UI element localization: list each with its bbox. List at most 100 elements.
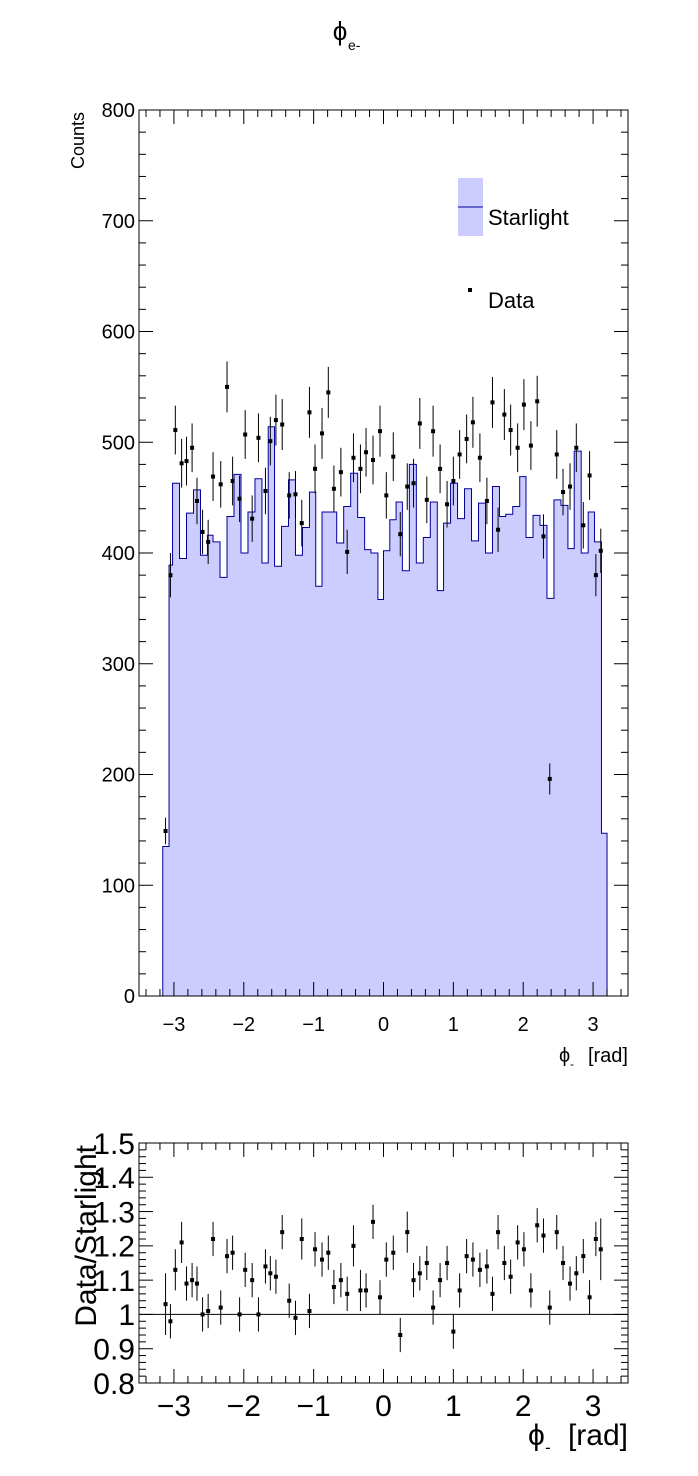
y-tick-label: 0.8 — [93, 1368, 135, 1401]
y-axis-label: Counts — [68, 112, 88, 169]
ratio-point — [598, 1247, 603, 1252]
x-tick-label: −1 — [302, 1014, 325, 1036]
data-point — [225, 384, 230, 389]
y-tick-label: 1.4 — [93, 1162, 135, 1195]
x-tick-label: −2 — [227, 1390, 261, 1423]
data-point — [243, 432, 248, 437]
ratio-point — [417, 1271, 422, 1276]
main-plot-area: −3 −2 −1 0 1 2 3 0 100 200 300 400 500 600 700 800 — [102, 100, 629, 1036]
data-point — [587, 473, 592, 478]
data-point — [263, 488, 268, 493]
y-tick-label: 700 — [102, 211, 135, 233]
ratio-point — [384, 1257, 389, 1262]
ratio-point — [508, 1274, 513, 1279]
ratio-point — [587, 1295, 592, 1300]
data-point — [168, 573, 173, 578]
data-point — [358, 466, 363, 471]
x-tick-label: −3 — [157, 1390, 191, 1423]
ratio-point — [230, 1250, 235, 1255]
ratio-point — [345, 1291, 350, 1296]
x-tick-label: 1 — [448, 1014, 459, 1036]
x-tick-label: −1 — [297, 1390, 331, 1423]
data-point — [378, 429, 383, 434]
ratio-point — [268, 1271, 273, 1276]
data-point — [417, 421, 422, 426]
data-point — [445, 502, 450, 507]
plot-frame — [138, 109, 629, 997]
y-tick-label: 1.1 — [93, 1265, 135, 1298]
ratio-point — [574, 1271, 579, 1276]
y-tick-label: 200 — [102, 765, 135, 787]
data-point — [384, 493, 389, 498]
ratio-x-axis-label-symbol: ϕ — [528, 1419, 545, 1452]
ratio-point — [484, 1264, 489, 1269]
x-axis-label-symbol: ϕ — [559, 1045, 570, 1067]
ratio-panel: −3 −2 −1 0 1 2 30.80.911.11.21.31.41.5 Data/St… — [70, 1128, 629, 1457]
ratio-point — [200, 1312, 205, 1317]
ratio-point — [424, 1261, 429, 1265]
y-tick-label: 800 — [102, 100, 135, 122]
data-point — [502, 412, 507, 417]
ratio-point — [561, 1261, 566, 1265]
main-panel: ϕ e- −3 −2 −1 0 1 2 3 0 100 200 300 400 500 600 700 800… — [68, 16, 629, 1071]
data-point — [541, 534, 546, 539]
ratio-point — [581, 1254, 586, 1259]
data-point — [307, 410, 312, 415]
data-point — [299, 521, 304, 526]
ratio-point — [256, 1312, 261, 1317]
ratio-x-axis-label-subscript: - — [545, 1438, 551, 1457]
x-tick-label: 2 — [515, 1390, 532, 1423]
ratio-point — [184, 1281, 189, 1286]
legend: Starlight Data — [458, 178, 569, 313]
data-point — [431, 429, 436, 434]
data-point — [593, 573, 598, 578]
data-point — [405, 484, 410, 489]
legend-label-data: Data — [488, 288, 535, 313]
ratio-point — [206, 1309, 211, 1313]
ratio-point — [470, 1257, 475, 1262]
data-point — [581, 523, 586, 528]
ratio-point — [358, 1288, 363, 1293]
legend-label-starlight: Starlight — [488, 205, 569, 230]
y-tick-label: 1.3 — [93, 1196, 135, 1229]
x-axis-label: ϕ - [rad] — [559, 1045, 628, 1071]
ratio-point — [326, 1250, 331, 1255]
y-tick-label: 300 — [102, 654, 135, 676]
data-point — [391, 454, 396, 459]
data-point — [496, 527, 501, 532]
data-point — [457, 452, 462, 457]
x-tick-label: 0 — [375, 1390, 392, 1423]
ratio-point — [521, 1247, 526, 1252]
data-point — [477, 455, 482, 460]
ratio-point — [535, 1223, 540, 1228]
data-point — [515, 445, 520, 450]
data-point — [554, 452, 559, 457]
data-point — [313, 466, 318, 471]
ratio-point — [313, 1247, 318, 1252]
data-point — [320, 431, 325, 436]
ratio-point — [378, 1295, 383, 1300]
ratio-point — [168, 1319, 173, 1324]
ratio-y-axis-label: Data/Starlight — [70, 1144, 103, 1326]
data-point — [163, 828, 168, 833]
data-point — [256, 435, 261, 440]
ratio-point — [163, 1302, 168, 1307]
ratio-point — [502, 1261, 507, 1265]
y-tick-label: 0 — [124, 986, 135, 1008]
ratio-point — [411, 1278, 416, 1283]
data-point — [508, 428, 513, 433]
data-point — [194, 498, 199, 503]
data-point — [371, 457, 376, 462]
data-point — [598, 548, 603, 553]
ratio-point — [464, 1254, 469, 1259]
data-point — [280, 422, 285, 427]
data-point — [179, 461, 184, 466]
ratio-point — [263, 1264, 268, 1269]
ratio-point — [243, 1267, 248, 1272]
ratio-point — [554, 1230, 559, 1235]
data-point — [218, 482, 223, 487]
x-tick-label: 1 — [445, 1390, 462, 1423]
ratio-point — [496, 1230, 501, 1235]
x-tick-label: −3 — [163, 1014, 186, 1036]
